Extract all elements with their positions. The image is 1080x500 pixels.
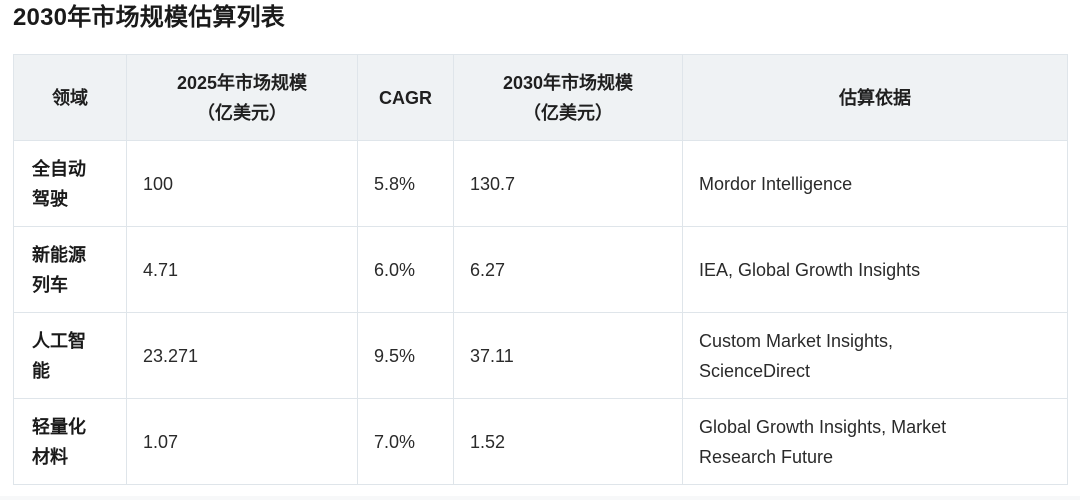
header-cagr: CAGR [357,54,454,141]
header-size-2025-label: 2025年市场规模 [176,72,308,93]
cell-basis: Custom Market Insights, ScienceDirect [682,312,1068,399]
cell-cagr: 5.8% [357,140,454,227]
cell-domain: 新能源 列车 [13,226,127,313]
header-domain-label: 领域 [52,87,88,108]
domain-line: 能 [32,360,50,381]
cell-size-2025: 100 [126,140,358,227]
cell-size-2030: 6.27 [453,226,683,313]
domain-line: 全自动 [32,158,86,179]
table-row: 轻量化 材料 1.07 7.0% 1.52 Global Growth Insi… [13,398,1068,485]
cell-domain: 全自动 驾驶 [13,140,127,227]
cell-size-2025: 23.271 [126,312,358,399]
header-size-2030: 2030年市场规模 （亿美元） [453,54,683,141]
header-size-2030-label: 2030年市场规模 [502,72,634,93]
domain-line: 驾驶 [32,188,68,209]
basis-line: Global Growth Insights, Market [699,416,947,437]
table-row: 新能源 列车 4.71 6.0% 6.27 IEA, Global Growth… [13,226,1068,313]
header-size-2025: 2025年市场规模 （亿美元） [126,54,358,141]
bottom-divider [0,496,1080,500]
domain-line: 材料 [32,446,68,467]
basis-line: ScienceDirect [699,360,811,381]
table-header: 领域 2025年市场规模 （亿美元） CAGR 2030年市场规模 （亿美元） … [13,54,1068,141]
cell-cagr: 9.5% [357,312,454,399]
header-row: 领域 2025年市场规模 （亿美元） CAGR 2030年市场规模 （亿美元） … [13,54,1068,141]
header-cagr-label: CAGR [379,87,432,108]
cell-domain: 人工智 能 [13,312,127,399]
basis-line: Custom Market Insights, [699,330,894,351]
cell-size-2030: 130.7 [453,140,683,227]
cell-domain: 轻量化 材料 [13,398,127,485]
cell-cagr: 6.0% [357,226,454,313]
header-size-2025-unit: （亿美元） [197,102,287,123]
cell-basis: IEA, Global Growth Insights [682,226,1068,313]
page-title: 2030年市场规模估算列表 [13,4,285,31]
domain-line: 列车 [32,274,68,295]
table-row: 全自动 驾驶 100 5.8% 130.7 Mordor Intelligenc… [13,140,1068,227]
market-size-table-container: 领域 2025年市场规模 （亿美元） CAGR 2030年市场规模 （亿美元） … [13,54,1068,485]
header-basis-label: 估算依据 [839,87,911,108]
table-row: 人工智 能 23.271 9.5% 37.11 Custom Market In… [13,312,1068,399]
domain-line: 人工智 [32,330,86,351]
cell-cagr: 7.0% [357,398,454,485]
header-basis: 估算依据 [682,54,1068,141]
table-body: 全自动 驾驶 100 5.8% 130.7 Mordor Intelligenc… [13,140,1068,485]
basis-line: Research Future [699,446,834,467]
cell-size-2030: 37.11 [453,312,683,399]
market-size-table: 领域 2025年市场规模 （亿美元） CAGR 2030年市场规模 （亿美元） … [13,54,1068,485]
cell-basis: Mordor Intelligence [682,140,1068,227]
basis-line: Mordor Intelligence [699,173,853,194]
basis-line: IEA, Global Growth Insights [699,259,921,280]
header-domain: 领域 [13,54,127,141]
cell-size-2030: 1.52 [453,398,683,485]
cell-size-2025: 4.71 [126,226,358,313]
cell-size-2025: 1.07 [126,398,358,485]
domain-line: 新能源 [32,244,86,265]
domain-line: 轻量化 [32,416,86,437]
cell-basis: Global Growth Insights, Market Research … [682,398,1068,485]
header-size-2030-unit: （亿美元） [523,102,613,123]
